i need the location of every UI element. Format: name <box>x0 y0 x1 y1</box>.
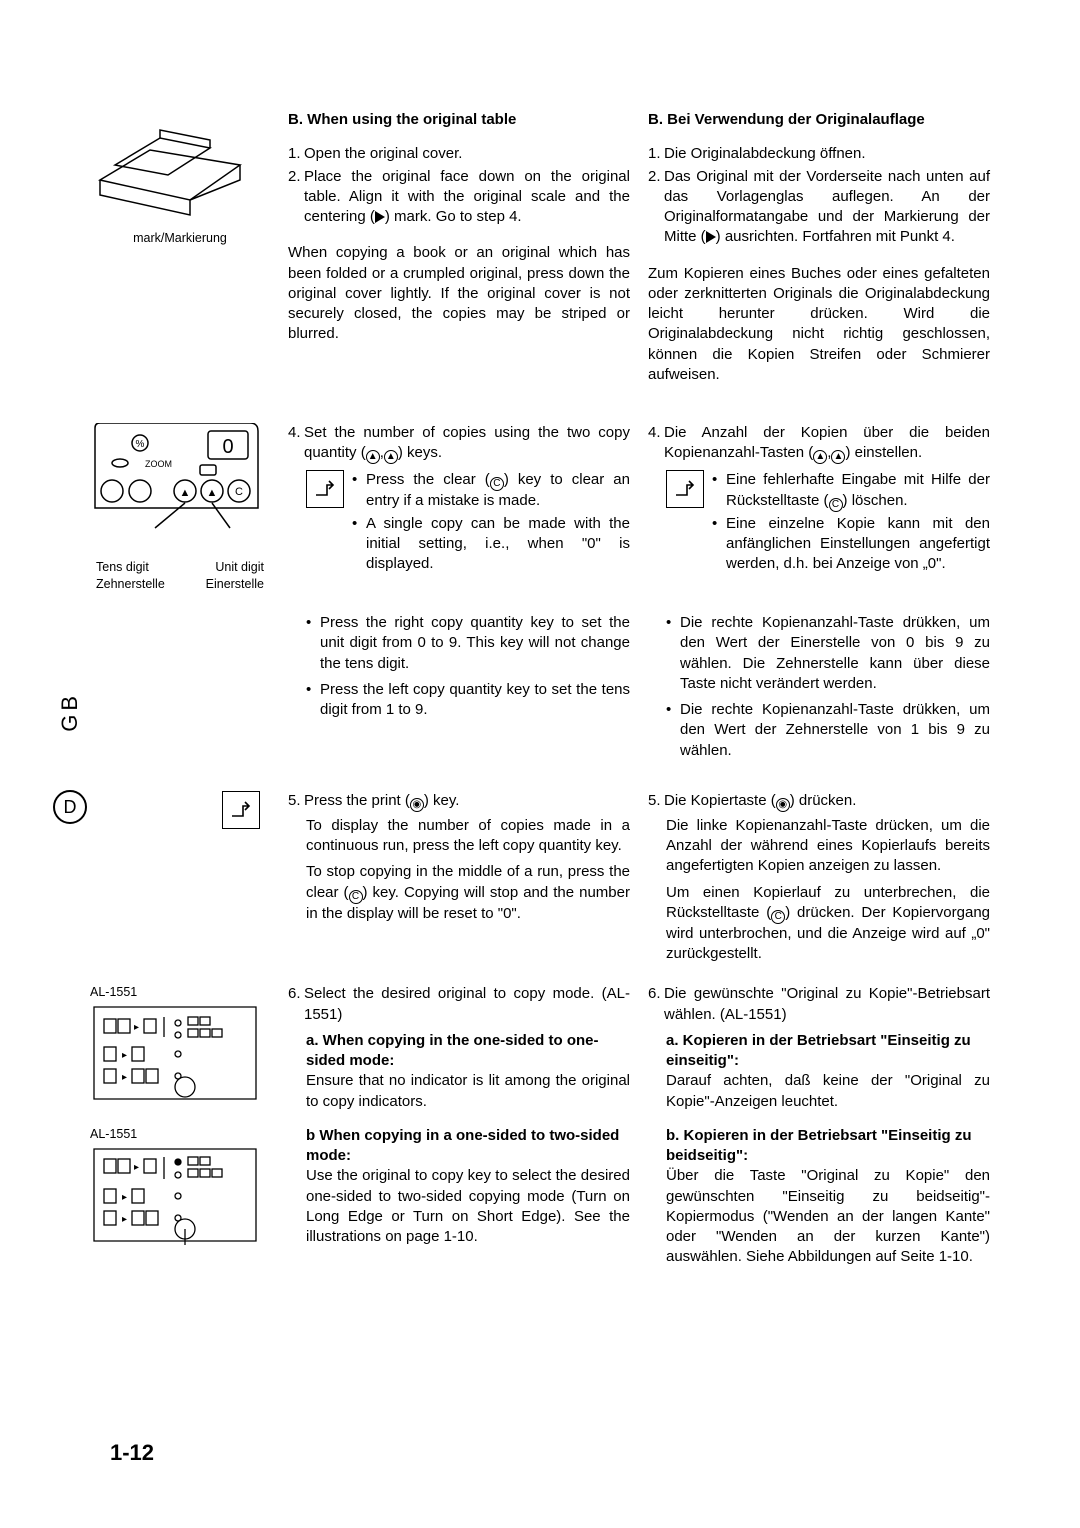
en-step4-block: 4.Set the number of copies using the two… <box>288 423 630 593</box>
en-col-top: B. When using the original table 1.Open … <box>288 110 630 399</box>
svg-text:ZOOM: ZOOM <box>145 459 172 469</box>
page-number: 1-12 <box>110 1438 154 1468</box>
centering-mark-icon <box>706 231 716 243</box>
de-col-top: B. Bei Verwendung der Originalauflage 1.… <box>648 110 990 399</box>
centering-mark-icon <box>375 211 385 223</box>
de-heading-b: B. Bei Verwendung der Originalauflage <box>648 110 990 130</box>
side-tab-gb: GB <box>55 692 85 732</box>
svg-text:▸: ▸ <box>122 1050 127 1061</box>
svg-text:%: % <box>136 439 145 450</box>
mode-diagram-1: AL-1551 ▸ ▸ ▸ <box>90 984 270 1112</box>
svg-text:▲: ▲ <box>207 487 218 499</box>
svg-text:▸: ▸ <box>134 1022 139 1033</box>
svg-text:▲: ▲ <box>180 487 191 499</box>
en-b-block: b When copying in a one-sided to two-sid… <box>288 1126 630 1268</box>
de-step-2: 2.Das Original mit der Vorderseite nach … <box>648 167 990 248</box>
language-side-tab: GB D <box>50 660 90 850</box>
de-step6-a: 6.Die gewünschte "Original zu Kopie"-Bet… <box>648 984 990 1112</box>
svg-text:C: C <box>235 486 243 498</box>
de-b-block: b. Kopieren in der Betriebsart "Einseiti… <box>648 1126 990 1268</box>
en-book-note: When copying a book or an original which… <box>288 243 630 344</box>
tip-icon <box>222 791 260 829</box>
panel-labels: Tens digit Zehnerstelle Unit digit Einer… <box>90 559 270 593</box>
de-book-note: Zum Kopieren eines Buches oder eines gef… <box>648 264 990 386</box>
svg-text:0: 0 <box>222 436 233 458</box>
tip-standalone <box>90 791 270 965</box>
tip-icon <box>306 470 344 508</box>
svg-text:▸: ▸ <box>122 1072 127 1083</box>
en-key-bullets: •Press the right copy quantity key to se… <box>288 613 630 763</box>
de-step-1: 1.Die Originalabdeckung öffnen. <box>648 144 990 164</box>
svg-text:▸: ▸ <box>122 1214 127 1225</box>
manual-page: mark/Markierung B. When using the origin… <box>90 110 990 1268</box>
en-step-1: 1.Open the original cover. <box>288 144 630 164</box>
en-step5: 5.Press the print (◉) key. To display th… <box>288 791 630 965</box>
en-step6-a: 6.Select the desired original to copy mo… <box>288 984 630 1112</box>
de-step5: 5.Die Kopiertaste (◉) drücken. Die linke… <box>648 791 990 965</box>
de-step4-block: 4.Die Anzahl der Kopien über die beiden … <box>648 423 990 593</box>
scanner-illustration: mark/Markierung <box>90 110 270 399</box>
en-step-2: 2.Place the original face down on the or… <box>288 167 630 228</box>
svg-text:▸: ▸ <box>134 1162 139 1173</box>
de-key-bullets: •Die rechte Kopienanzahl-Taste drükken, … <box>648 613 990 763</box>
side-tab-d: D <box>53 790 87 824</box>
svg-text:▸: ▸ <box>122 1192 127 1203</box>
tip-icon <box>666 470 704 508</box>
en-heading-b: B. When using the original table <box>288 110 630 130</box>
scanner-caption: mark/Markierung <box>90 230 270 247</box>
control-panel-illustration: 0 % ZOOM ▲ ▲ C Tens digit Zehnerstelle U… <box>90 423 270 593</box>
mode-diagram-2: AL-1551 ▸ ▸ ▸ <box>90 1126 270 1268</box>
